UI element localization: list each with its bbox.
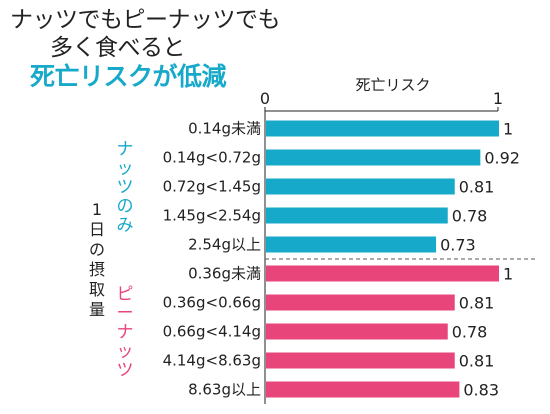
category-label: 0.72g<1.45g — [163, 178, 261, 196]
data-label: 0.78 — [452, 207, 488, 226]
bar-peanuts-2 — [266, 323, 448, 340]
bar-nuts-1 — [266, 149, 481, 166]
category-label: 1.45g<2.54g — [163, 207, 261, 225]
headline-line-3: 死亡リスクが低減 — [30, 62, 227, 91]
bar-nuts-0 — [266, 120, 499, 137]
bar-nuts-2 — [266, 178, 455, 195]
category-label: 0.14g<0.72g — [163, 149, 261, 167]
y-axis-label: 1 日の摂取量 — [89, 200, 105, 319]
data-label: 0.92 — [484, 149, 520, 168]
category-label: 8.63g以上 — [188, 381, 261, 399]
data-label: 0.81 — [459, 294, 495, 313]
x-tick-1: 1 — [493, 89, 503, 108]
bar-peanuts-1 — [266, 294, 455, 311]
bar-peanuts-3 — [266, 352, 455, 369]
data-label: 0.83 — [463, 381, 499, 400]
headline-line-2: 多く食べると — [50, 35, 186, 61]
group-label-peanuts: ピーナッツ — [117, 285, 134, 381]
category-label: 0.14g未満 — [188, 120, 261, 138]
data-label: 0.81 — [459, 178, 495, 197]
x-tick-0: 0 — [260, 89, 270, 108]
category-label: 0.36g<0.66g — [163, 294, 261, 312]
bar-peanuts-4 — [266, 381, 460, 398]
bar-nuts-3 — [266, 207, 448, 224]
data-label: 0.81 — [459, 352, 495, 371]
category-label: 2.54g以上 — [188, 236, 261, 254]
group-label-nuts: ナッツのみ — [117, 140, 134, 236]
category-label: 0.66g<4.14g — [163, 323, 261, 341]
headline: ナッツでもピーナッツでも 多く食べると 死亡リスクが低減 — [10, 6, 281, 92]
bar-nuts-4 — [266, 236, 437, 253]
headline-line-1: ナッツでもピーナッツでも — [10, 7, 281, 33]
data-label: 0.78 — [452, 323, 488, 342]
data-label: 1 — [503, 265, 513, 284]
chart-title: 死亡リスク — [355, 76, 430, 94]
data-label: 0.73 — [440, 236, 476, 255]
bar-peanuts-0 — [266, 265, 499, 282]
data-label: 1 — [503, 120, 513, 139]
category-label: 0.36g未満 — [188, 265, 261, 283]
category-label: 4.14g<8.63g — [163, 352, 261, 370]
